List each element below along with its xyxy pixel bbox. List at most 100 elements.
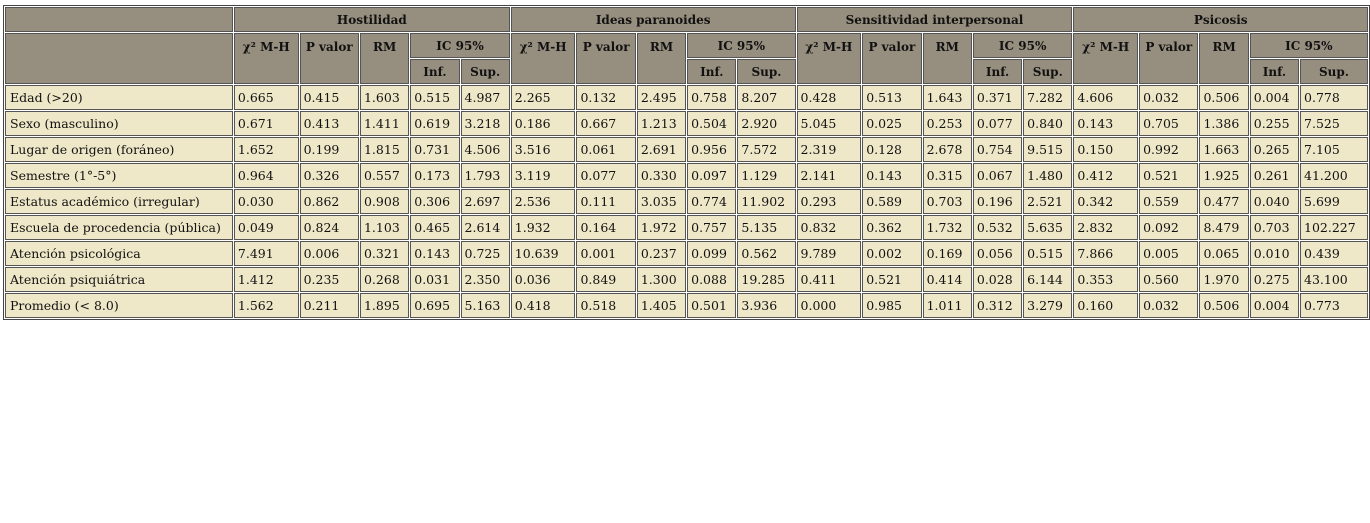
value-cell: 0.557 xyxy=(359,163,410,188)
value-cell: 0.160 xyxy=(1073,293,1139,318)
subheader: χ² M-H xyxy=(510,33,576,84)
value-cell: 0.268 xyxy=(359,267,410,292)
subheader: P valor xyxy=(576,33,636,84)
row-label: Atención psicológica xyxy=(5,241,233,266)
value-cell: 0.849 xyxy=(576,267,636,292)
value-cell: 0.992 xyxy=(1139,137,1199,162)
value-cell: 2.920 xyxy=(737,111,796,136)
value-cell: 0.173 xyxy=(410,163,460,188)
value-cell: 0.532 xyxy=(972,215,1023,240)
value-cell: 1.895 xyxy=(359,293,410,318)
value-cell: 0.515 xyxy=(1023,241,1073,266)
value-cell: 2.536 xyxy=(510,189,576,214)
table: Hostilidad Ideas paranoides Sensitividad i… xyxy=(3,5,1370,320)
value-cell: 7.572 xyxy=(737,137,796,162)
subheader: RM xyxy=(359,33,410,84)
value-cell: 9.789 xyxy=(796,241,862,266)
value-cell: 0.065 xyxy=(1199,241,1249,266)
value-cell: 0.521 xyxy=(1139,163,1199,188)
value-cell: 0.504 xyxy=(687,111,737,136)
value-cell: 0.619 xyxy=(410,111,460,136)
value-cell: 1.129 xyxy=(737,163,796,188)
data-row: Sexo (masculino) 0.671 0.413 1.411 0.619 3.21… xyxy=(5,111,1368,136)
value-cell: 0.778 xyxy=(1300,85,1368,110)
value-cell: 5.135 xyxy=(737,215,796,240)
value-cell: 4.987 xyxy=(460,85,510,110)
ci-header: Inf. xyxy=(972,59,1023,84)
value-cell: 2.678 xyxy=(922,137,972,162)
data-row: Atención psicológica 7.491 0.006 0.321 0.143… xyxy=(5,241,1368,266)
value-cell: 4.606 xyxy=(1073,85,1139,110)
value-cell: 1.603 xyxy=(359,85,410,110)
ci-header: Inf. xyxy=(410,59,460,84)
value-cell: 0.832 xyxy=(796,215,862,240)
value-cell: 0.326 xyxy=(299,163,359,188)
value-cell: 0.840 xyxy=(1023,111,1073,136)
value-cell: 0.150 xyxy=(1073,137,1139,162)
ci-header: Sup. xyxy=(460,59,510,84)
value-cell: 0.006 xyxy=(299,241,359,266)
value-cell: 0.321 xyxy=(359,241,410,266)
value-cell: 1.480 xyxy=(1023,163,1073,188)
group-header: Sensitividad interpersonal xyxy=(796,7,1073,32)
value-cell: 0.186 xyxy=(510,111,576,136)
value-cell: 3.279 xyxy=(1023,293,1073,318)
value-cell: 1.663 xyxy=(1199,137,1249,162)
value-cell: 0.705 xyxy=(1139,111,1199,136)
value-cell: 19.285 xyxy=(737,267,796,292)
subheader: P valor xyxy=(1139,33,1199,84)
value-cell: 6.144 xyxy=(1023,267,1073,292)
value-cell: 0.002 xyxy=(862,241,922,266)
value-cell: 0.005 xyxy=(1139,241,1199,266)
value-cell: 2.691 xyxy=(636,137,687,162)
value-cell: 3.218 xyxy=(460,111,510,136)
value-cell: 0.169 xyxy=(922,241,972,266)
data-row: Semestre (1°-5°) 0.964 0.326 0.557 0.173 1.79… xyxy=(5,163,1368,188)
value-cell: 0.000 xyxy=(796,293,862,318)
table-wrap: Hostilidad Ideas paranoides Sensitividad i… xyxy=(3,5,1370,320)
row-label: Estatus académico (irregular) xyxy=(5,189,233,214)
value-cell: 0.143 xyxy=(410,241,460,266)
ci-header: Sup. xyxy=(1300,59,1368,84)
value-cell: 0.342 xyxy=(1073,189,1139,214)
value-cell: 0.067 xyxy=(972,163,1023,188)
value-cell: 0.099 xyxy=(687,241,737,266)
value-cell: 0.312 xyxy=(972,293,1023,318)
value-cell: 0.111 xyxy=(576,189,636,214)
group-header: Psicosis xyxy=(1073,7,1368,32)
value-cell: 102.227 xyxy=(1300,215,1368,240)
value-cell: 9.515 xyxy=(1023,137,1073,162)
value-cell: 0.956 xyxy=(687,137,737,162)
value-cell: 3.035 xyxy=(636,189,687,214)
value-cell: 0.731 xyxy=(410,137,460,162)
value-cell: 43.100 xyxy=(1300,267,1368,292)
value-cell: 3.516 xyxy=(510,137,576,162)
value-cell: 0.414 xyxy=(922,267,972,292)
subheader: IC 95% xyxy=(687,33,796,58)
ci-row: Inf. Sup. Inf. Sup. Inf. Sup. Inf. Sup. xyxy=(5,59,1368,84)
value-cell: 2.495 xyxy=(636,85,687,110)
value-cell: 0.518 xyxy=(576,293,636,318)
value-cell: 2.614 xyxy=(460,215,510,240)
value-cell: 0.025 xyxy=(862,111,922,136)
row-label: Promedio (< 8.0) xyxy=(5,293,233,318)
value-cell: 2.697 xyxy=(460,189,510,214)
value-cell: 0.032 xyxy=(1139,293,1199,318)
value-cell: 41.200 xyxy=(1300,163,1368,188)
value-cell: 0.088 xyxy=(687,267,737,292)
value-cell: 0.253 xyxy=(922,111,972,136)
value-cell: 1.793 xyxy=(460,163,510,188)
value-cell: 7.525 xyxy=(1300,111,1368,136)
value-cell: 0.964 xyxy=(233,163,299,188)
value-cell: 0.306 xyxy=(410,189,460,214)
value-cell: 8.207 xyxy=(737,85,796,110)
value-cell: 0.031 xyxy=(410,267,460,292)
value-cell: 4.506 xyxy=(460,137,510,162)
value-cell: 0.862 xyxy=(299,189,359,214)
value-cell: 0.196 xyxy=(972,189,1023,214)
group-header: Hostilidad xyxy=(233,7,510,32)
data-row: Estatus académico (irregular) 0.030 0.862 0… xyxy=(5,189,1368,214)
value-cell: 1.925 xyxy=(1199,163,1249,188)
value-cell: 11.902 xyxy=(737,189,796,214)
